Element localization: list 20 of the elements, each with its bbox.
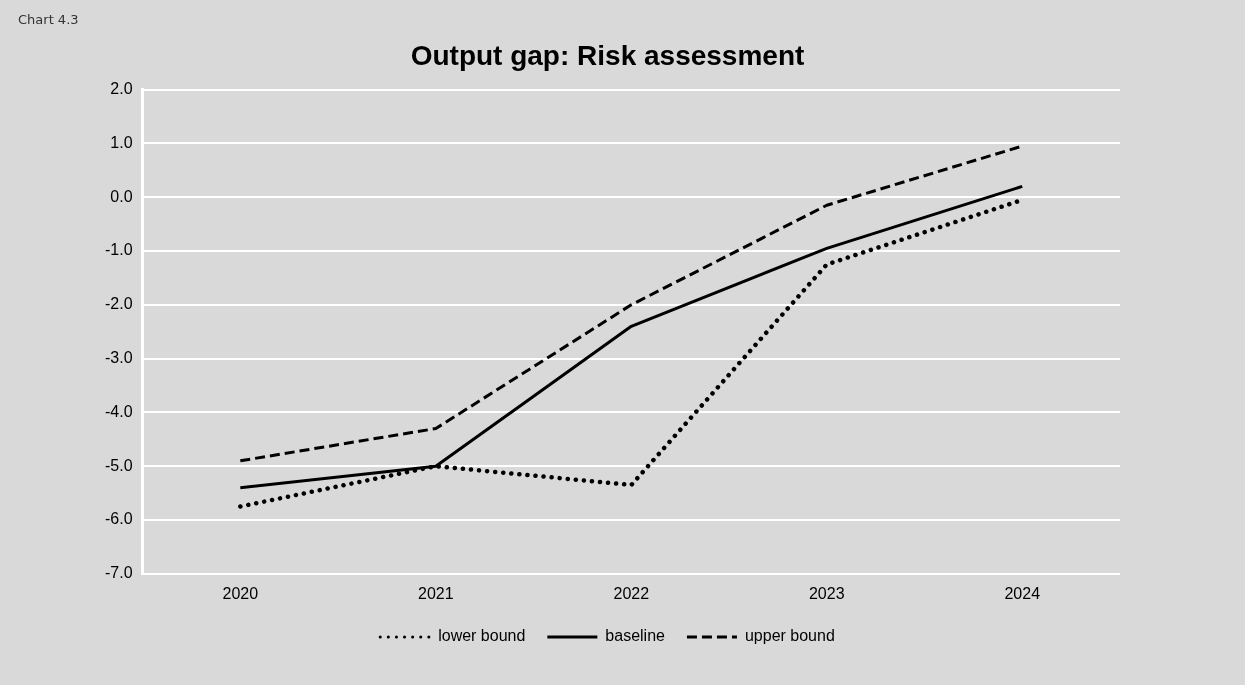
- y-tick-label: 2.0: [110, 80, 133, 98]
- y-tick-label: -7.0: [104, 564, 133, 582]
- y-tick-label: -2.0: [104, 295, 133, 313]
- x-tick-label: 2021: [418, 584, 454, 602]
- legend-label: baseline: [605, 627, 666, 645]
- x-tick-label: 2022: [613, 584, 650, 602]
- caption: Chart 4.3: [18, 12, 79, 27]
- y-tick-label: -4.0: [104, 402, 133, 420]
- x-tick-label: 2020: [222, 584, 259, 602]
- chart-title: Output gap: Risk assessment: [410, 39, 805, 71]
- y-tick-label: -6.0: [104, 510, 133, 528]
- legend-label: upper bound: [744, 627, 835, 645]
- y-tick-label: -1.0: [104, 241, 133, 259]
- legend-label: lower bound: [438, 627, 526, 645]
- x-tick-label: 2023: [808, 584, 845, 602]
- y-tick-label: -5.0: [104, 456, 133, 474]
- y-tick-label: 1.0: [110, 133, 133, 151]
- y-tick-label: 0.0: [110, 187, 133, 205]
- x-tick-label: 2024: [1004, 584, 1041, 602]
- y-tick-label: -3.0: [104, 349, 133, 367]
